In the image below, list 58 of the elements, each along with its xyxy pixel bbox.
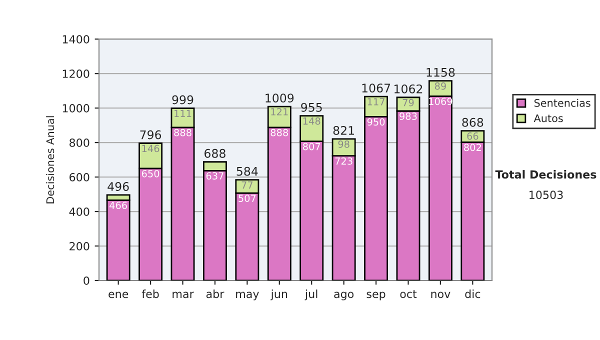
data-label: 66 [467,132,478,140]
data-label: 723 [335,157,352,165]
x-tick-label: jul [304,290,318,300]
text: Total Decisiones [495,170,596,179]
data-label: 98 [338,140,350,148]
x-tick-label: mar [172,292,194,298]
x-tick-label: dic [465,290,480,298]
total-label: 868 [462,118,484,127]
data-label: 950 [367,118,385,126]
data-label: 148 [303,117,320,125]
y-tick-label: 1400 [62,35,90,44]
data-label: 637 [206,172,224,180]
x-tick-label: oct [400,290,417,298]
total-label: 496 [108,182,129,191]
total-label: 1067 [362,84,390,93]
total-label: 1009 [266,94,294,103]
data-label: 983 [400,112,417,120]
data-label: 121 [271,108,288,116]
total-label: 1062 [394,84,422,94]
x-tick-label: nov [431,292,450,298]
data-label: 807 [302,142,320,150]
y-tick-label: 200 [70,242,90,250]
y-tick-label: 600 [70,173,90,182]
total-label: 584 [236,166,258,176]
total-label: 796 [140,130,162,140]
total-label: 955 [301,102,322,112]
total-label: 1158 [426,68,455,77]
data-label: 650 [142,170,160,178]
legend-label: Autos [534,114,563,122]
x-tick-label: ago [334,292,354,300]
data-label: 802 [464,144,481,152]
total-label: 821 [333,126,354,135]
data-label: 117 [368,98,384,106]
y-tick-label: 800 [70,138,90,147]
legend-label: Sentencias [534,98,590,107]
data-label: 146 [142,144,160,152]
x-tick-label: may [236,292,259,300]
total-label: 688 [204,148,226,158]
y-tick-label: 0 [84,276,90,285]
data-label: 888 [174,128,192,136]
y-tick-label: 1000 [62,104,90,112]
data-label: 466 [110,202,127,210]
data-label: 507 [238,194,256,202]
total-label: 999 [172,95,194,104]
data-label: 77 [242,181,253,189]
x-tick-label: feb [142,290,159,298]
x-tick-label: ene [108,292,128,298]
data-label: 888 [270,128,288,136]
data-label: 79 [402,98,414,106]
data-label: 111 [174,110,192,118]
y-tick-label: 400 [69,208,90,216]
x-tick-label: jun [270,290,288,300]
x-tick-label: abr [206,290,224,298]
x-tick-label: sep [366,292,386,300]
text: 10503 [530,190,563,200]
y-axis-title: Decisiones Anual [46,116,54,204]
data-label: 89 [434,82,446,90]
y-tick-label: 1200 [62,70,90,78]
